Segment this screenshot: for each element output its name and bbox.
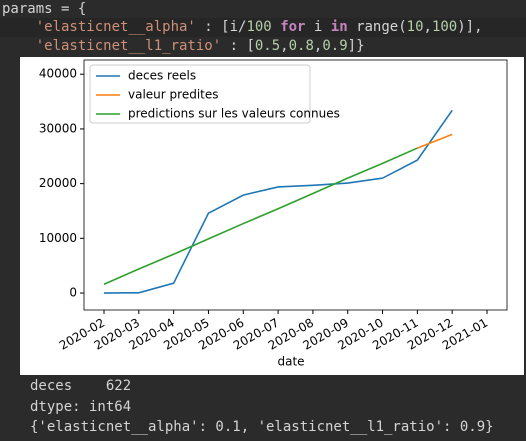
x-axis-label: date xyxy=(277,355,304,369)
current-line xyxy=(0,18,526,37)
axes-frame xyxy=(83,59,508,311)
code-line: params = { xyxy=(2,1,87,17)
output-line: deces 622 xyxy=(30,378,132,394)
legend-label: valeur predites xyxy=(128,88,219,102)
line xyxy=(417,133,453,149)
output-line: dtype: int64 xyxy=(30,399,132,415)
legend-label: predictions sur les valeurs connues xyxy=(128,107,340,121)
chart: date 0100002000030000400002020-022020-03… xyxy=(20,57,524,375)
y-tick-label: 20000 xyxy=(39,176,77,190)
line xyxy=(103,147,418,286)
code-line: 'elasticnet__alpha' : [i/100 for i in ra… xyxy=(35,19,483,35)
legend-label: deces reels xyxy=(128,69,196,83)
output-line: {'elasticnet__alpha': 0.1, 'elasticnet__… xyxy=(30,419,494,435)
y-tick-label: 40000 xyxy=(39,67,77,81)
code-line: 'elasticnet__l1_ratio' : [0.5,0.8,0.9]} xyxy=(35,38,365,54)
legend-box xyxy=(89,64,311,124)
y-tick-label: 30000 xyxy=(39,121,77,135)
y-tick-label: 10000 xyxy=(39,231,77,245)
line xyxy=(103,109,453,294)
y-tick-label: 0 xyxy=(69,286,77,300)
